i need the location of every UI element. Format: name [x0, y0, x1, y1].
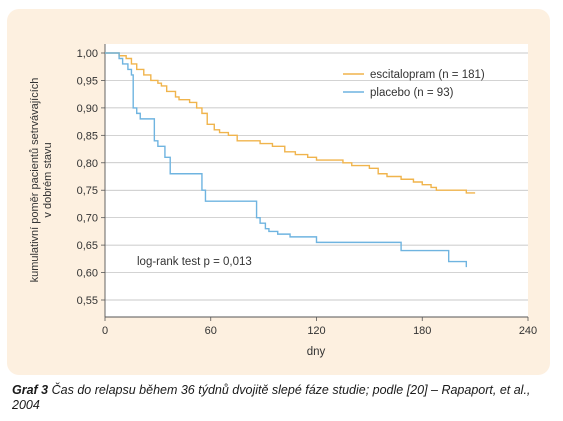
y-tick-label: 0,55 — [77, 295, 98, 307]
y-tick-label: 0,80 — [77, 158, 98, 170]
x-tick-label: 120 — [307, 325, 325, 337]
y-tick-label: 0,95 — [77, 75, 98, 87]
caption-lead: Graf 3 — [12, 383, 49, 397]
plot-area — [105, 44, 528, 317]
y-tick-label: 0,90 — [77, 103, 98, 115]
figure-caption: Graf 3 Čas do relapsu během 36 týdnů dvo… — [12, 383, 547, 413]
y-tick-label: 1,00 — [77, 48, 98, 60]
legend: escitalopram (n = 181) placebo (n = 93) — [343, 69, 485, 99]
series-escitalopram-line — [105, 52, 476, 194]
x-axis-label: dny — [307, 346, 326, 358]
x-tick-label: 180 — [413, 325, 431, 337]
y-tick-label: 0,85 — [77, 130, 98, 142]
y-axis-label-line2: v dobrém stavu — [42, 142, 54, 217]
x-tick-label: 60 — [205, 325, 217, 337]
x-tick-label: 240 — [519, 325, 537, 337]
y-tick-label: 0,65 — [77, 240, 98, 252]
annotation-log-rank: log-rank test p = 0,013 — [137, 256, 252, 268]
caption-text: Čas do relapsu během 36 týdnů dvojitě sl… — [12, 383, 531, 412]
legend-label-escitalopram: escitalopram (n = 181) — [370, 69, 485, 81]
y-axis-label-line1: kumulativní poměr pacientů setrvávajícíc… — [29, 78, 41, 283]
axes: 0,55 0,60 0,65 0,70 0,75 0,80 0,85 0,90 0,95 1,00… — [77, 44, 537, 337]
legend-label-placebo: placebo (n = 93) — [370, 87, 454, 99]
y-tick-label: 0,75 — [77, 185, 98, 197]
y-tick-label: 0,70 — [77, 213, 98, 225]
series-placebo-line — [105, 52, 468, 268]
y-tick-label: 0,60 — [77, 268, 98, 280]
grid — [105, 52, 528, 301]
series-lines — [105, 52, 476, 268]
x-tick-label: 0 — [102, 325, 108, 337]
y-axis-label: kumulativní poměr pacientů setrvávajícíc… — [29, 78, 54, 283]
